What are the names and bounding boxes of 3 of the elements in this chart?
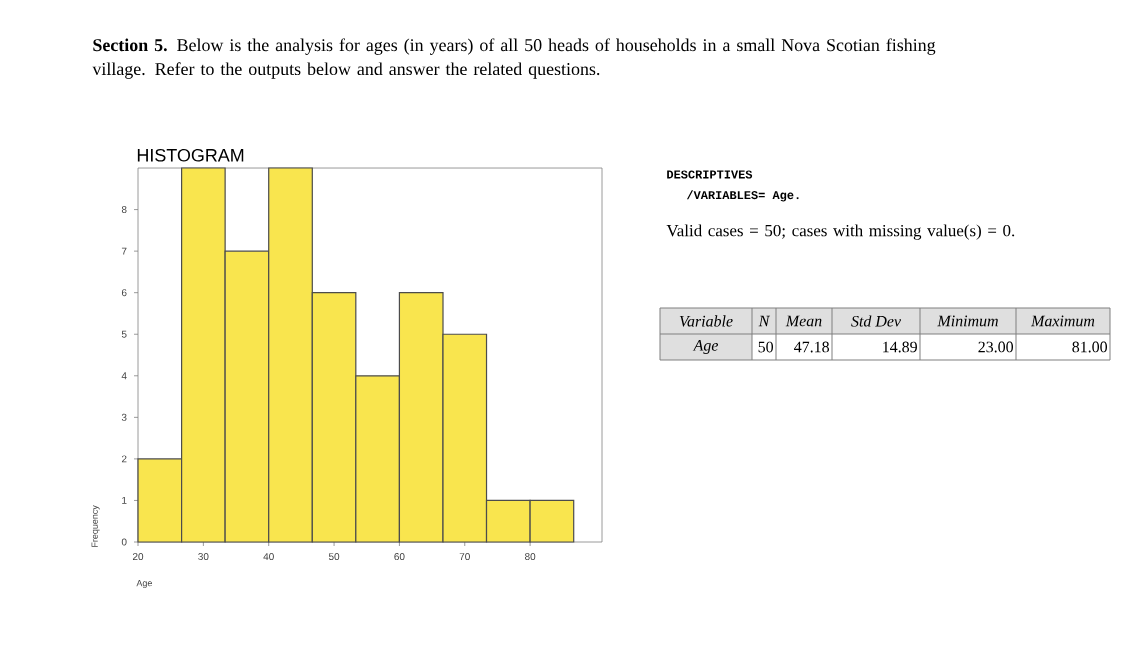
text: Section 5. Below is the analysis for ages (in years) of all 50 heads of households in a small Nova Scotian fishing village. Refer to the outputs below and answer the related questions. (92, 38, 936, 79)
chart-title: HISTOGRAM (137, 148, 244, 162)
text: Valid cases = 50; cases with missing value(s) = 0. (666, 224, 1015, 240)
